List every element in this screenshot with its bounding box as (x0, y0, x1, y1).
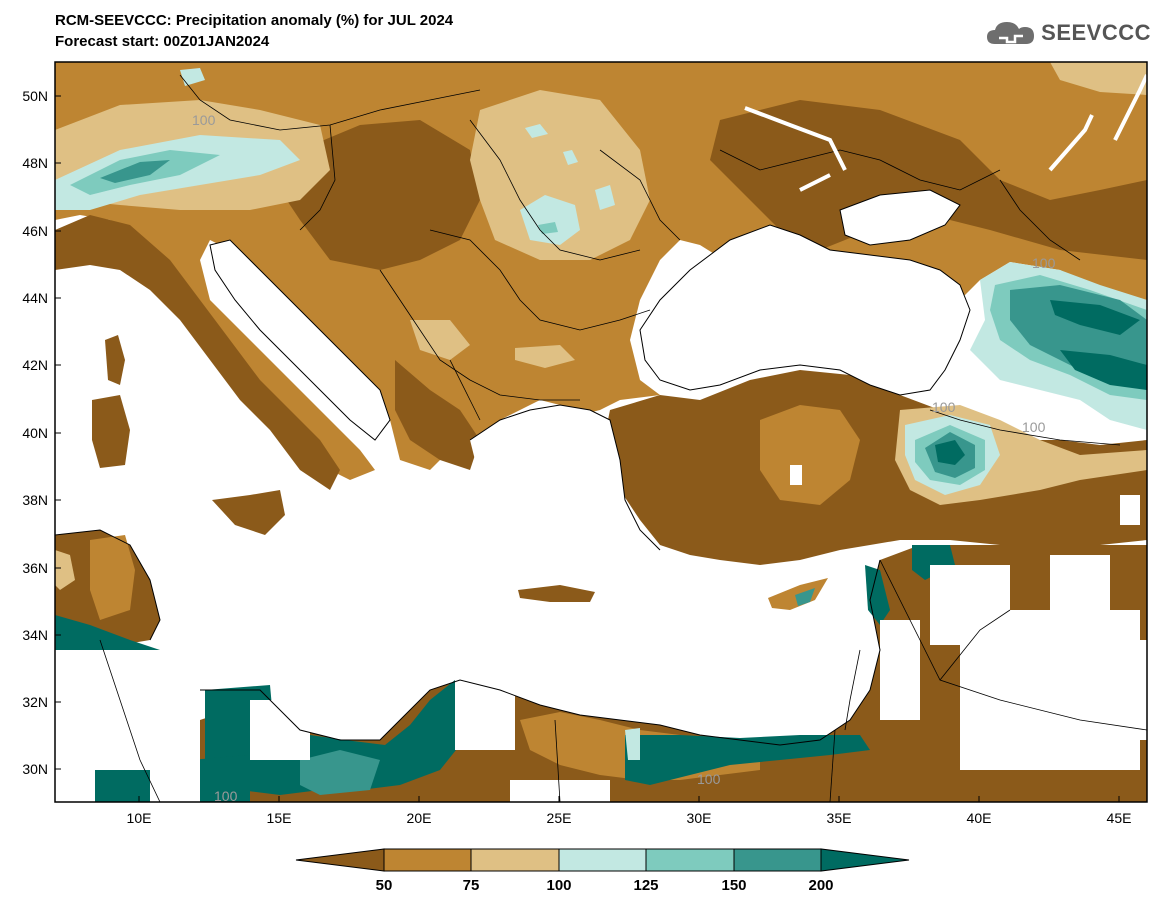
carpathian-light-dry (470, 90, 650, 260)
hungary-wet-light (520, 195, 580, 245)
contour-label: 100 (697, 771, 721, 787)
lon-tick-label: 20E (407, 810, 432, 826)
europe-land-dry-strong (55, 215, 340, 490)
aegean-sea (470, 405, 660, 570)
egypt-wet-light (625, 728, 640, 760)
caucasus-wet-extreme-2 (1060, 350, 1147, 390)
balkans-dry-strong (395, 360, 480, 470)
lon-tick-label: 30E (687, 810, 712, 826)
colorbar-segment-below-50 (295, 848, 385, 872)
lon-tick-label: 45E (1107, 810, 1132, 826)
libya-wet-strong (300, 750, 380, 795)
tunisia-dry (90, 535, 135, 620)
lon-tick-label: 25E (547, 810, 572, 826)
poland-wet-light-2 (563, 150, 578, 165)
colorbar-legend: 50 75 100 125 150 200 (295, 848, 910, 894)
hungary-wet (538, 222, 558, 234)
lat-tick-label: 46N (22, 223, 48, 239)
tunisia-light-dry (55, 550, 75, 590)
lon-tick-label: 10E (127, 810, 152, 826)
longitude-axis: 10E 15E 20E 25E 30E 35E 40E 45E (127, 796, 1132, 826)
syria-wet-extreme (912, 545, 955, 580)
germany-wet-light (180, 68, 205, 86)
rivers (744, 74, 1147, 192)
sicily (212, 490, 285, 535)
corsica (105, 335, 125, 385)
contour-label: 100 (1032, 255, 1056, 271)
lat-tick-label: 48N (22, 155, 48, 171)
lat-tick-label: 36N (22, 560, 48, 576)
egypt-wet-extreme (625, 735, 870, 785)
colorbar-segment-50-75 (383, 848, 472, 872)
poland-wet-light (525, 124, 548, 138)
north-africa-west-wet-extreme (95, 770, 150, 802)
eastern-europe-dry-strong (710, 100, 1147, 260)
lon-tick-label: 40E (967, 810, 992, 826)
cyprus-wet (795, 588, 815, 606)
colorbar-tick-label: 100 (546, 877, 571, 894)
crete (518, 585, 595, 602)
contour-label: 100 (1022, 419, 1046, 435)
colorbar-tick-label: 75 (463, 877, 480, 894)
country-borders (99, 74, 1147, 802)
black-sea (640, 225, 970, 395)
seevccc-logo: SEEVCCC (985, 18, 1151, 48)
map-title: RCM-SEEVCCC: Precipitation anomaly (%) f… (55, 12, 454, 29)
sardinia (92, 395, 130, 468)
northeast-light-dry (1050, 62, 1147, 95)
egypt-west-wet-extreme (190, 755, 250, 802)
contour-label: 100 (214, 788, 238, 804)
adriatic-sea (210, 240, 390, 440)
colorbar-segment-100-125 (558, 848, 647, 872)
cloud-icon (987, 22, 1035, 44)
logo-text: SEEVCCC (1041, 20, 1151, 45)
map-plot-area (55, 62, 1147, 802)
lat-tick-label: 40N (22, 425, 48, 441)
ukraine-wet-light (595, 185, 615, 210)
anatolia-land-dry-strong (600, 370, 1147, 565)
colorbar-tick-label: 200 (808, 877, 833, 894)
lat-tick-label: 42N (22, 357, 48, 373)
colorbar-segment-above-200 (820, 848, 910, 872)
lat-tick-label: 50N (22, 88, 48, 104)
lat-tick-label: 34N (22, 627, 48, 643)
levant-wet-extreme (865, 565, 890, 625)
lat-tick-label: 32N (22, 694, 48, 710)
colorbar-segment-125-150 (645, 848, 735, 872)
colorbar-segment-75-100 (470, 848, 560, 872)
map-frame (54, 61, 1148, 803)
caucasus-wet-extreme (1050, 300, 1140, 335)
central-europe-dry-strong (280, 120, 480, 270)
lat-tick-label: 38N (22, 492, 48, 508)
contour-labels: 100 100 100 100 100 100 (192, 112, 1056, 804)
lon-tick-label: 35E (827, 810, 852, 826)
colorbar-tick-label: 50 (376, 877, 393, 894)
balkans-light-dry-2 (515, 345, 575, 368)
lat-tick-label: 44N (22, 290, 48, 306)
alps-wet-strong (100, 160, 170, 183)
anatolia-dry (760, 405, 860, 505)
lon-tick-label: 15E (267, 810, 292, 826)
colorbar-tick-label: 150 (721, 877, 746, 894)
contour-label: 100 (192, 112, 216, 128)
contour-label: 100 (932, 399, 956, 415)
latitude-axis: 50N 48N 46N 44N 42N 40N 38N 36N 34N 32N … (22, 88, 61, 777)
coastlines (55, 189, 971, 746)
east-anatolia-wet-extreme (935, 440, 965, 465)
lat-tick-label: 30N (22, 761, 48, 777)
forecast-start-label: Forecast start: 00Z01JAN2024 (55, 33, 270, 50)
no-data-areas (55, 465, 1147, 802)
balkans-light-dry (410, 320, 470, 360)
colorbar-tick-label: 125 (633, 877, 658, 894)
colorbar-segment-150-200 (733, 848, 822, 872)
